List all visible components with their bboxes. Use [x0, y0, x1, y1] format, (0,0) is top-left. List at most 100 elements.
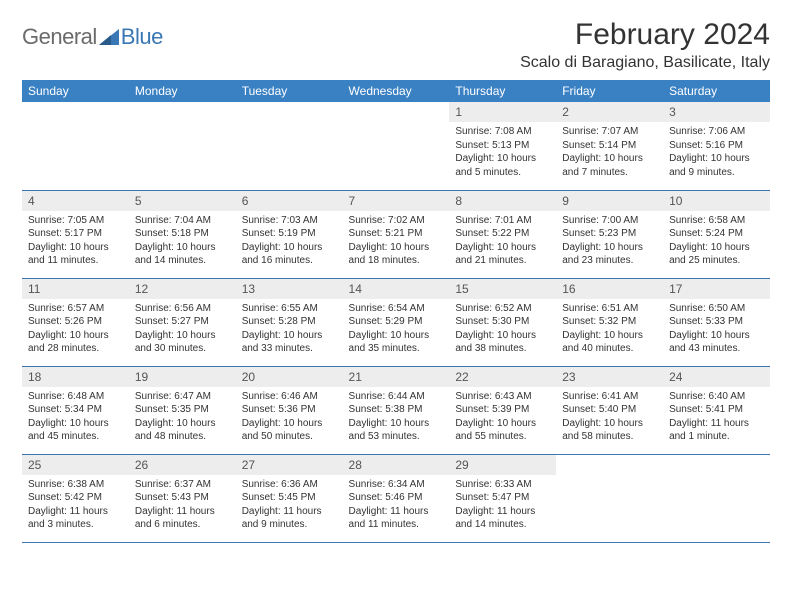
weekday-header: Friday	[556, 80, 663, 102]
empty-cell	[129, 102, 236, 190]
empty-cell	[22, 102, 129, 190]
day-number: 10	[663, 191, 770, 211]
day-cell: 28Sunrise: 6:34 AMSunset: 5:46 PMDayligh…	[343, 454, 450, 542]
day-cell: 21Sunrise: 6:44 AMSunset: 5:38 PMDayligh…	[343, 366, 450, 454]
day-cell: 27Sunrise: 6:36 AMSunset: 5:45 PMDayligh…	[236, 454, 343, 542]
day-number: 6	[236, 191, 343, 211]
day-number: 21	[343, 367, 450, 387]
day-number: 22	[449, 367, 556, 387]
day-number: 27	[236, 455, 343, 475]
weekday-header: Saturday	[663, 80, 770, 102]
day-cell: 3Sunrise: 7:06 AMSunset: 5:16 PMDaylight…	[663, 102, 770, 190]
day-details: Sunrise: 7:04 AMSunset: 5:18 PMDaylight:…	[129, 211, 236, 270]
empty-cell	[343, 102, 450, 190]
day-cell: 18Sunrise: 6:48 AMSunset: 5:34 PMDayligh…	[22, 366, 129, 454]
day-cell: 8Sunrise: 7:01 AMSunset: 5:22 PMDaylight…	[449, 190, 556, 278]
calendar-table: SundayMondayTuesdayWednesdayThursdayFrid…	[22, 80, 770, 543]
day-number: 4	[22, 191, 129, 211]
day-details: Sunrise: 6:51 AMSunset: 5:32 PMDaylight:…	[556, 299, 663, 358]
day-number: 25	[22, 455, 129, 475]
day-number: 15	[449, 279, 556, 299]
day-cell: 12Sunrise: 6:56 AMSunset: 5:27 PMDayligh…	[129, 278, 236, 366]
day-details: Sunrise: 6:41 AMSunset: 5:40 PMDaylight:…	[556, 387, 663, 446]
day-details: Sunrise: 6:55 AMSunset: 5:28 PMDaylight:…	[236, 299, 343, 358]
day-details: Sunrise: 7:06 AMSunset: 5:16 PMDaylight:…	[663, 122, 770, 181]
day-number: 16	[556, 279, 663, 299]
day-number: 14	[343, 279, 450, 299]
day-details: Sunrise: 7:05 AMSunset: 5:17 PMDaylight:…	[22, 211, 129, 270]
day-cell: 15Sunrise: 6:52 AMSunset: 5:30 PMDayligh…	[449, 278, 556, 366]
day-details: Sunrise: 6:54 AMSunset: 5:29 PMDaylight:…	[343, 299, 450, 358]
title-block: February 2024 Scalo di Baragiano, Basili…	[520, 18, 770, 72]
day-details: Sunrise: 7:02 AMSunset: 5:21 PMDaylight:…	[343, 211, 450, 270]
calendar-head: SundayMondayTuesdayWednesdayThursdayFrid…	[22, 80, 770, 102]
day-details: Sunrise: 7:00 AMSunset: 5:23 PMDaylight:…	[556, 211, 663, 270]
day-number: 9	[556, 191, 663, 211]
day-details: Sunrise: 6:38 AMSunset: 5:42 PMDaylight:…	[22, 475, 129, 534]
day-number: 28	[343, 455, 450, 475]
day-cell: 10Sunrise: 6:58 AMSunset: 5:24 PMDayligh…	[663, 190, 770, 278]
day-number: 13	[236, 279, 343, 299]
day-number: 1	[449, 102, 556, 122]
day-details: Sunrise: 7:07 AMSunset: 5:14 PMDaylight:…	[556, 122, 663, 181]
day-details: Sunrise: 6:56 AMSunset: 5:27 PMDaylight:…	[129, 299, 236, 358]
day-number: 18	[22, 367, 129, 387]
day-cell: 9Sunrise: 7:00 AMSunset: 5:23 PMDaylight…	[556, 190, 663, 278]
day-cell: 4Sunrise: 7:05 AMSunset: 5:17 PMDaylight…	[22, 190, 129, 278]
day-details: Sunrise: 7:08 AMSunset: 5:13 PMDaylight:…	[449, 122, 556, 181]
day-cell: 22Sunrise: 6:43 AMSunset: 5:39 PMDayligh…	[449, 366, 556, 454]
day-cell: 26Sunrise: 6:37 AMSunset: 5:43 PMDayligh…	[129, 454, 236, 542]
day-cell: 23Sunrise: 6:41 AMSunset: 5:40 PMDayligh…	[556, 366, 663, 454]
empty-cell	[236, 102, 343, 190]
day-number: 11	[22, 279, 129, 299]
day-number: 8	[449, 191, 556, 211]
logo-text-blue: Blue	[121, 24, 163, 50]
day-cell: 29Sunrise: 6:33 AMSunset: 5:47 PMDayligh…	[449, 454, 556, 542]
weekday-header: Tuesday	[236, 80, 343, 102]
day-number: 7	[343, 191, 450, 211]
day-details: Sunrise: 6:40 AMSunset: 5:41 PMDaylight:…	[663, 387, 770, 446]
weekday-header: Wednesday	[343, 80, 450, 102]
empty-cell	[556, 454, 663, 542]
day-details: Sunrise: 7:01 AMSunset: 5:22 PMDaylight:…	[449, 211, 556, 270]
day-cell: 19Sunrise: 6:47 AMSunset: 5:35 PMDayligh…	[129, 366, 236, 454]
day-number: 20	[236, 367, 343, 387]
day-cell: 17Sunrise: 6:50 AMSunset: 5:33 PMDayligh…	[663, 278, 770, 366]
day-number: 29	[449, 455, 556, 475]
logo-text-general: General	[22, 24, 97, 50]
day-details: Sunrise: 6:37 AMSunset: 5:43 PMDaylight:…	[129, 475, 236, 534]
weekday-header: Sunday	[22, 80, 129, 102]
day-number: 23	[556, 367, 663, 387]
location: Scalo di Baragiano, Basilicate, Italy	[520, 54, 770, 72]
day-details: Sunrise: 6:52 AMSunset: 5:30 PMDaylight:…	[449, 299, 556, 358]
day-details: Sunrise: 6:47 AMSunset: 5:35 PMDaylight:…	[129, 387, 236, 446]
day-cell: 14Sunrise: 6:54 AMSunset: 5:29 PMDayligh…	[343, 278, 450, 366]
day-cell: 7Sunrise: 7:02 AMSunset: 5:21 PMDaylight…	[343, 190, 450, 278]
month-title: February 2024	[520, 18, 770, 52]
day-details: Sunrise: 6:58 AMSunset: 5:24 PMDaylight:…	[663, 211, 770, 270]
day-details: Sunrise: 6:34 AMSunset: 5:46 PMDaylight:…	[343, 475, 450, 534]
day-number: 24	[663, 367, 770, 387]
empty-cell	[663, 454, 770, 542]
day-details: Sunrise: 6:46 AMSunset: 5:36 PMDaylight:…	[236, 387, 343, 446]
day-cell: 6Sunrise: 7:03 AMSunset: 5:19 PMDaylight…	[236, 190, 343, 278]
day-number: 26	[129, 455, 236, 475]
weekday-header: Thursday	[449, 80, 556, 102]
header: General Blue February 2024 Scalo di Bara…	[22, 18, 770, 72]
day-details: Sunrise: 6:44 AMSunset: 5:38 PMDaylight:…	[343, 387, 450, 446]
logo-triangle-icon	[99, 29, 119, 45]
day-details: Sunrise: 6:36 AMSunset: 5:45 PMDaylight:…	[236, 475, 343, 534]
calendar-body: 1Sunrise: 7:08 AMSunset: 5:13 PMDaylight…	[22, 102, 770, 542]
day-number: 17	[663, 279, 770, 299]
day-details: Sunrise: 6:48 AMSunset: 5:34 PMDaylight:…	[22, 387, 129, 446]
day-details: Sunrise: 6:33 AMSunset: 5:47 PMDaylight:…	[449, 475, 556, 534]
day-number: 3	[663, 102, 770, 122]
day-cell: 5Sunrise: 7:04 AMSunset: 5:18 PMDaylight…	[129, 190, 236, 278]
day-cell: 11Sunrise: 6:57 AMSunset: 5:26 PMDayligh…	[22, 278, 129, 366]
day-cell: 16Sunrise: 6:51 AMSunset: 5:32 PMDayligh…	[556, 278, 663, 366]
logo: General Blue	[22, 24, 163, 50]
day-details: Sunrise: 6:50 AMSunset: 5:33 PMDaylight:…	[663, 299, 770, 358]
day-details: Sunrise: 6:43 AMSunset: 5:39 PMDaylight:…	[449, 387, 556, 446]
weekday-header: Monday	[129, 80, 236, 102]
day-cell: 1Sunrise: 7:08 AMSunset: 5:13 PMDaylight…	[449, 102, 556, 190]
